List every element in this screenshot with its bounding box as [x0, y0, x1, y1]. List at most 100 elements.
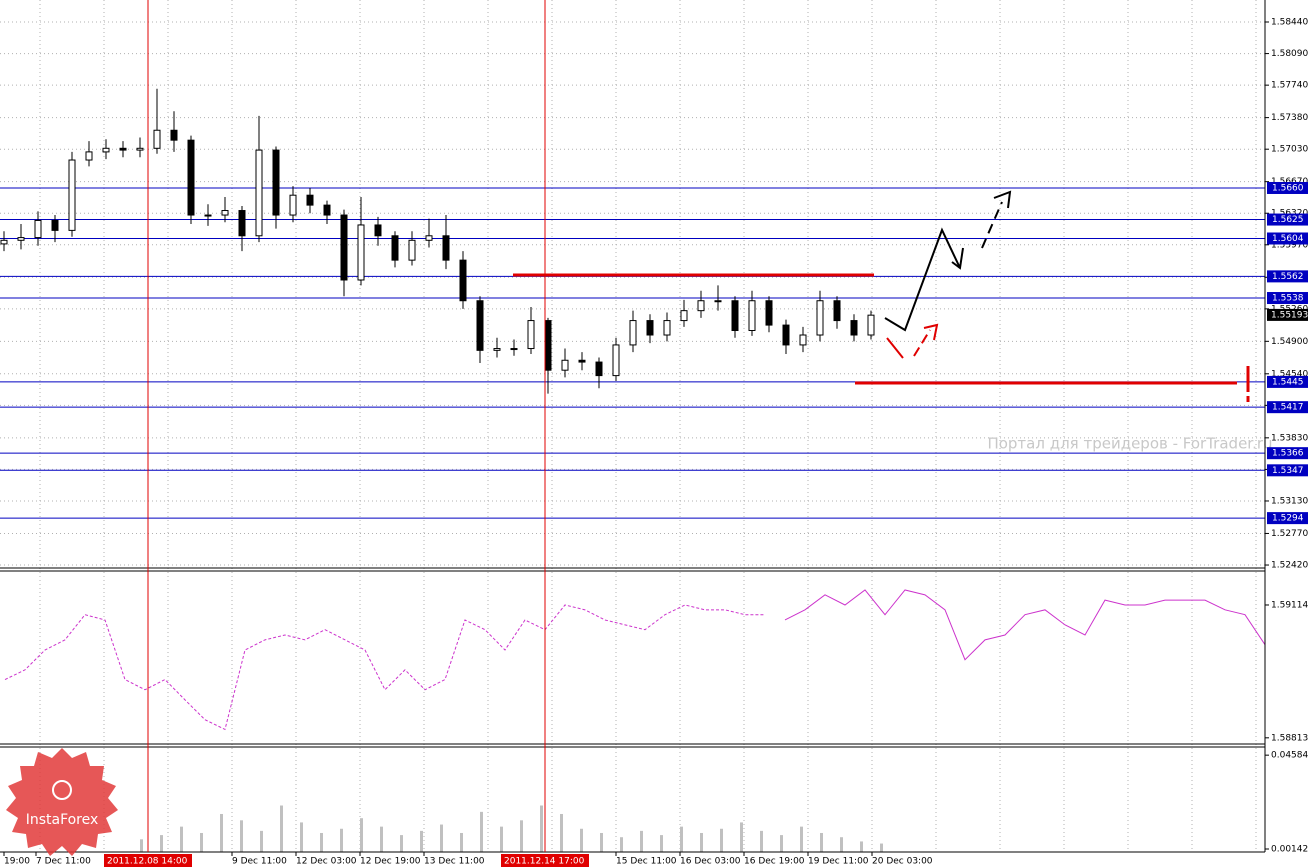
volume-bar [860, 841, 863, 852]
y-tick-label: 1.58090 [1271, 49, 1308, 59]
candle-body [51, 219, 59, 231]
volume-tick-label: 0.00142 [1271, 845, 1308, 855]
level-box [1267, 213, 1308, 226]
indicator-line [784, 589, 1266, 661]
candle-body [459, 259, 467, 302]
candle-body [68, 159, 76, 231]
volume-bar [160, 835, 163, 852]
logo-icon [52, 780, 72, 800]
candle-body [153, 129, 161, 149]
marker-label: 2011.12.14 17:00 [504, 857, 585, 867]
volume-bar [140, 839, 143, 852]
logo-badge [6, 748, 118, 856]
axis: 1.58440 1.58090 1.57740 1.57380 1.57030 1.566… [3, 18, 1308, 867]
x-tick-label: 16 Dec 19:00 [744, 857, 805, 867]
indicator-tick-label: 1.58813 [1271, 733, 1308, 743]
volume-bar [480, 811, 483, 852]
y-tick-label: 1.57740 [1271, 81, 1308, 91]
level-box [1267, 375, 1308, 388]
candle-body [17, 237, 25, 241]
volume-bar [720, 828, 723, 852]
x-tick-label: 20 Dec 03:00 [872, 857, 933, 867]
y-tick-label: 1.53830 [1271, 433, 1308, 443]
y-tick-label: 1.57030 [1271, 145, 1308, 155]
volume-bar [320, 832, 323, 852]
red-arrow-a [886, 337, 904, 359]
level-box [1267, 232, 1308, 245]
level-label: 1.5445 [1272, 377, 1304, 387]
level-label: 1.5625 [1272, 215, 1304, 225]
candle-body [357, 224, 365, 281]
level-label: 1.5538 [1272, 294, 1304, 304]
candle-body [425, 235, 433, 241]
price-box [1267, 308, 1308, 321]
candle-body [765, 300, 773, 326]
volume-bar [820, 832, 823, 852]
candle-body [204, 214, 212, 217]
candle-body [391, 235, 399, 261]
y-tick-label: 1.52420 [1271, 561, 1308, 571]
level-box [1267, 464, 1308, 477]
volume-bar [580, 828, 583, 852]
watermark: Портал для трейдеров - ForTrader.ru [987, 435, 1272, 453]
level-box [1267, 181, 1308, 194]
candle-body [578, 359, 586, 363]
volume-bar [340, 828, 343, 852]
level-box [1267, 270, 1308, 283]
candle-body [323, 204, 331, 216]
candle-body [340, 214, 348, 281]
level-label: 1.5562 [1272, 272, 1304, 282]
candle-body [306, 194, 314, 206]
candle-body [731, 300, 739, 331]
volume-bar [700, 832, 703, 852]
volume-bar [500, 826, 503, 852]
black-dashed-arrow [981, 201, 1003, 249]
candle-body [493, 348, 501, 351]
candle-body [629, 320, 637, 346]
volume-bar [740, 822, 743, 852]
volume-bar [540, 805, 543, 852]
red-arrow-b [913, 329, 931, 357]
volume-bar [840, 837, 843, 852]
candle-body [544, 320, 552, 371]
y-tick-label: 1.54900 [1271, 337, 1308, 347]
candle-body [119, 147, 127, 151]
level-label: 1.5347 [1272, 466, 1304, 476]
candle-body [102, 147, 110, 153]
volume-bar [760, 830, 763, 852]
x-tick-label: 7 Dec 11:00 [36, 857, 91, 867]
candle-body [136, 147, 144, 151]
candle-body [799, 334, 807, 346]
indicator-line [4, 604, 765, 731]
y-tick-label: 1.55970 [1271, 240, 1308, 250]
candle-body [663, 320, 671, 336]
candle-body [408, 239, 416, 261]
candle-body [782, 324, 790, 346]
candle-body [374, 224, 382, 237]
level-label: 1.5604 [1272, 234, 1304, 244]
candle-body [170, 129, 178, 141]
x-tick-label: 15 Dec 11:00 [616, 857, 677, 867]
candle-body [85, 151, 93, 161]
level-label: 1.5366 [1272, 449, 1304, 459]
x-tick-label: 19:00 [4, 857, 30, 867]
candle-body [833, 300, 841, 322]
volume-bar [260, 830, 263, 852]
volume-bar [680, 826, 683, 852]
volume-bar [420, 830, 423, 852]
volume-bar [180, 826, 183, 852]
candle-body [595, 361, 603, 377]
marker-label: 2011.12.08 14:00 [107, 857, 188, 867]
volume-bar [220, 813, 223, 852]
volume-bar [440, 824, 443, 852]
level-box [1267, 292, 1308, 305]
black-dashed-head [993, 190, 1012, 209]
candle-body [0, 239, 8, 245]
logo: InstaForex [6, 748, 118, 856]
candle-body [289, 194, 297, 216]
volume-bar [520, 820, 523, 852]
y-tick-label: 1.58440 [1271, 18, 1308, 28]
red-arrow-head [923, 323, 939, 341]
level-label: 1.5660 [1272, 183, 1304, 193]
